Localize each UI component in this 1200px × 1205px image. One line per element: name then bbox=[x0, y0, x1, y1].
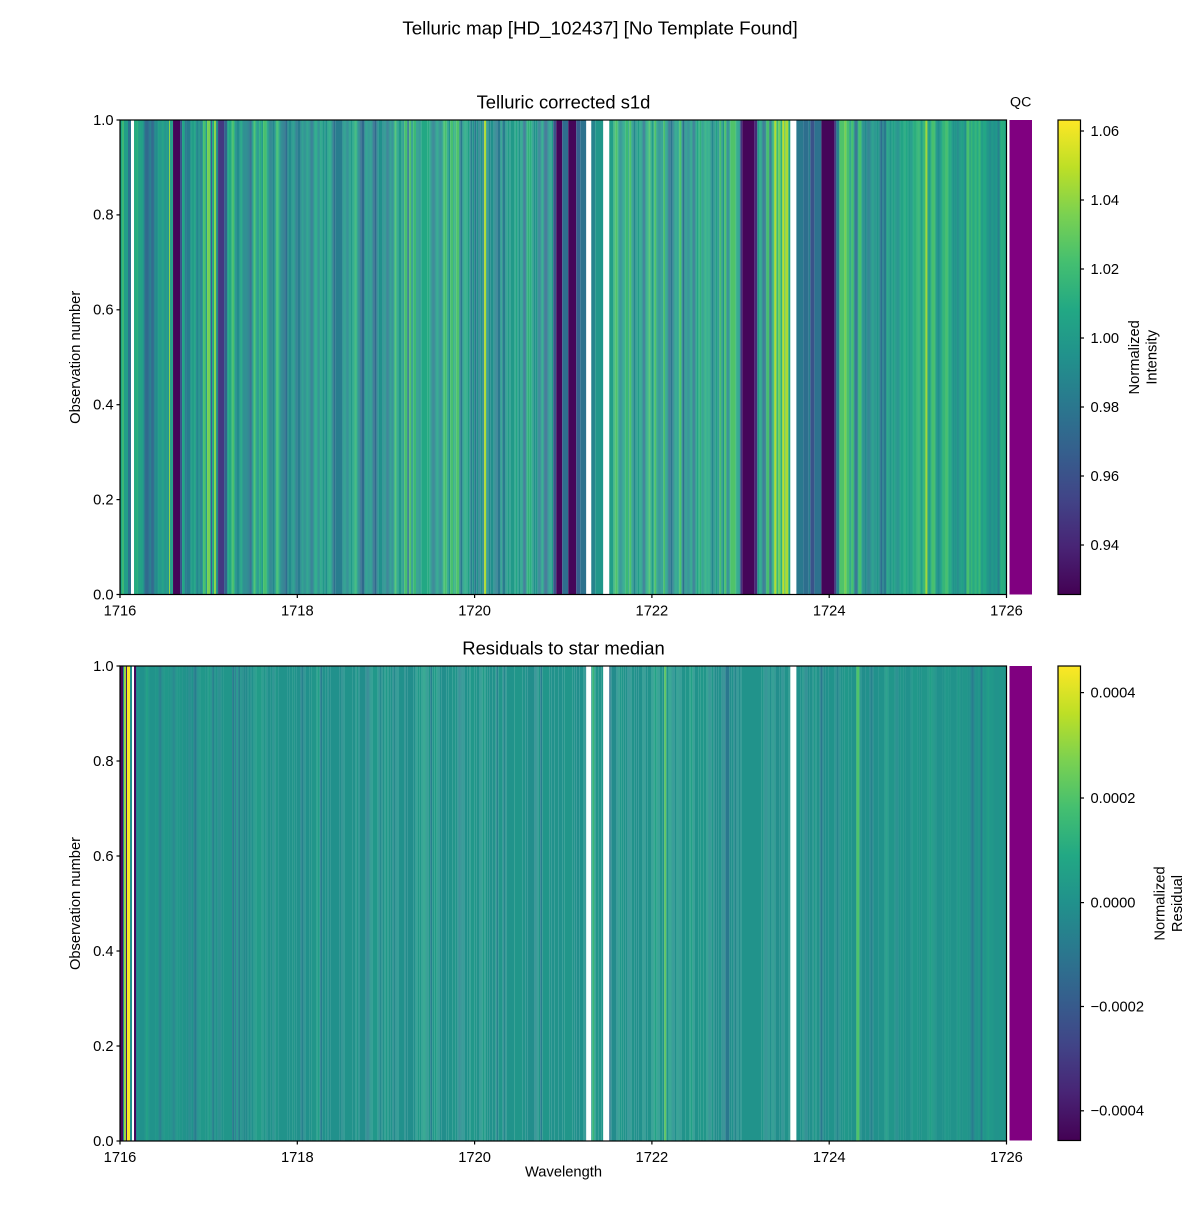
svg-text:Wavelength: Wavelength bbox=[525, 1165, 602, 1181]
svg-text:Telluric corrected s1d: Telluric corrected s1d bbox=[477, 92, 651, 113]
svg-text:1.02: 1.02 bbox=[1091, 262, 1120, 278]
svg-text:0.0004: 0.0004 bbox=[1091, 685, 1136, 701]
svg-text:1.06: 1.06 bbox=[1091, 124, 1120, 140]
svg-text:1726: 1726 bbox=[990, 1150, 1023, 1166]
svg-text:1716: 1716 bbox=[104, 604, 137, 620]
svg-text:1720: 1720 bbox=[458, 604, 491, 620]
svg-text:−0.0004: −0.0004 bbox=[1091, 1104, 1145, 1120]
svg-text:0.4: 0.4 bbox=[93, 944, 113, 960]
svg-text:1.0: 1.0 bbox=[93, 659, 113, 675]
svg-text:Residuals to star median: Residuals to star median bbox=[462, 638, 664, 659]
svg-text:0.6: 0.6 bbox=[93, 303, 113, 319]
svg-text:0.98: 0.98 bbox=[1091, 400, 1120, 416]
svg-text:1.00: 1.00 bbox=[1091, 331, 1120, 347]
svg-text:1722: 1722 bbox=[636, 1150, 669, 1166]
svg-text:1718: 1718 bbox=[281, 604, 314, 620]
svg-text:0.2: 0.2 bbox=[93, 1039, 113, 1055]
svg-text:0.96: 0.96 bbox=[1091, 469, 1120, 485]
svg-text:0.4: 0.4 bbox=[93, 398, 113, 414]
svg-text:−0.0002: −0.0002 bbox=[1091, 999, 1145, 1015]
svg-text:0.2: 0.2 bbox=[93, 492, 113, 508]
svg-text:0.0: 0.0 bbox=[93, 587, 113, 603]
svg-text:1722: 1722 bbox=[636, 604, 669, 620]
svg-text:1718: 1718 bbox=[281, 1150, 314, 1166]
svg-text:Observation number: Observation number bbox=[68, 291, 84, 424]
svg-text:1716: 1716 bbox=[104, 1150, 137, 1166]
svg-text:0.0002: 0.0002 bbox=[1091, 791, 1136, 807]
svg-text:1724: 1724 bbox=[813, 1150, 846, 1166]
svg-text:0.0000: 0.0000 bbox=[1091, 895, 1136, 911]
svg-text:1.04: 1.04 bbox=[1091, 193, 1120, 209]
svg-text:1726: 1726 bbox=[990, 604, 1023, 620]
svg-text:0.8: 0.8 bbox=[93, 208, 113, 224]
svg-text:1724: 1724 bbox=[813, 604, 846, 620]
svg-text:0.94: 0.94 bbox=[1091, 538, 1120, 554]
svg-text:0.8: 0.8 bbox=[93, 754, 113, 770]
svg-text:Telluric map [HD_102437] [No T: Telluric map [HD_102437] [No Template Fo… bbox=[402, 18, 797, 40]
svg-text:1720: 1720 bbox=[458, 1150, 491, 1166]
svg-text:1.0: 1.0 bbox=[93, 113, 113, 129]
svg-text:QC: QC bbox=[1010, 95, 1031, 111]
svg-text:0.6: 0.6 bbox=[93, 849, 113, 865]
svg-text:0.0: 0.0 bbox=[93, 1134, 113, 1150]
svg-text:Observation number: Observation number bbox=[68, 837, 84, 970]
